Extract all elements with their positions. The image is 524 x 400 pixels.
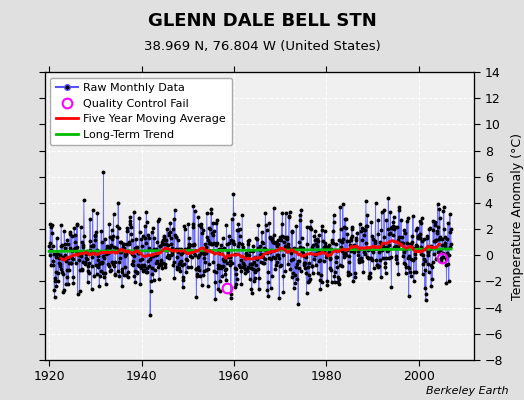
- Legend: Raw Monthly Data, Quality Control Fail, Five Year Moving Average, Long-Term Tren: Raw Monthly Data, Quality Control Fail, …: [50, 78, 232, 145]
- Text: GLENN DALE BELL STN: GLENN DALE BELL STN: [148, 12, 376, 30]
- Text: Berkeley Earth: Berkeley Earth: [426, 386, 508, 396]
- Y-axis label: Temperature Anomaly (°C): Temperature Anomaly (°C): [511, 132, 524, 300]
- Text: 38.969 N, 76.804 W (United States): 38.969 N, 76.804 W (United States): [144, 40, 380, 53]
